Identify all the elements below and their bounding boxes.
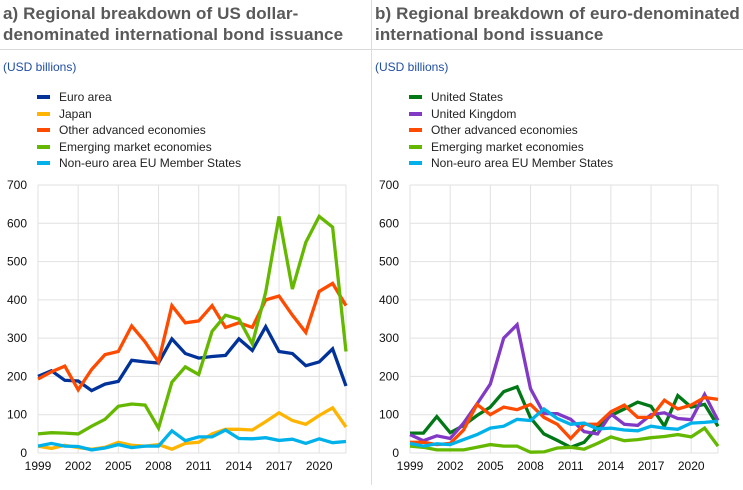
series-line [409,406,719,448]
series-line [37,213,348,436]
x-tick-label: 2020 [306,459,333,473]
legend-swatch [409,161,422,166]
series-line [410,395,719,447]
legend-label: Other advanced economies [59,123,206,138]
y-tick-label: 700 [7,178,27,192]
legend-item: Non-euro area EU Member States [409,155,613,172]
x-tick-label: 2005 [105,459,132,473]
x-tick-label: 2008 [517,459,544,473]
y-tick-label: 300 [7,331,27,345]
x-tick-label: 1999 [25,459,52,473]
legend-swatch [409,128,422,133]
legend-swatch [409,95,422,100]
panel-usd: a) Regional breakdown of US dollar- deno… [0,0,371,490]
legend-swatch [409,144,422,149]
legend-item: Japan [37,106,241,123]
line-chart: 0 100 200 300 400 500 600 700 1999 2002 2005 2008 20… [379,178,720,473]
y-tick-label: 400 [7,293,27,307]
unit-label: (USD billions) [3,60,77,74]
x-tick-label: 2014 [598,459,625,473]
legend-label: Japan [59,106,92,121]
x-tick-label: 2011 [558,459,584,473]
series-line [409,321,720,443]
x-tick-label: 2014 [226,459,253,473]
series-line [37,428,347,452]
x-tick-label: 2011 [186,459,212,473]
chart-title-line: denominated international bond issuance [3,25,344,44]
panel-eur: b) Regional breakdown of euro-denominate… [372,0,743,490]
x-tick-label: 2002 [65,459,92,473]
legend-item: Other advanced economies [37,122,241,139]
legend: Euro area Japan Other advanced economies Em… [37,89,241,172]
panel-divider [371,0,372,485]
legend-swatch [37,144,50,149]
legend-swatch [37,111,50,116]
y-tick-label: 500 [7,255,27,269]
x-tick-label: 2017 [638,459,665,473]
y-tick-label: 100 [379,408,399,422]
legend-label: Emerging market economies [431,139,584,154]
legend-label: United States [431,90,504,105]
legend-label: Non-euro area EU Member States [431,156,614,171]
y-tick-label: 300 [379,331,399,345]
legend-item: United States [409,89,613,106]
legend-item: Euro area [37,89,241,106]
y-tick-label: 200 [7,369,27,383]
legend-item: Emerging market economies [409,139,613,156]
legend-item: United Kingdom [409,106,613,123]
y-tick-label: 400 [379,293,399,307]
y-tick-label: 500 [379,255,399,269]
x-tick-label: 1999 [397,459,424,473]
chart-title-line: b) Regional breakdown of euro-denominate… [375,4,740,23]
x-tick-label: 2005 [477,459,504,473]
line-chart: 0 100 200 300 400 500 600 700 1999 2002 2005 2008 20… [7,178,348,473]
legend-item: Other advanced economies [409,122,613,139]
x-tick-label: 2017 [266,459,293,473]
legend-label: United Kingdom [431,106,517,121]
x-tick-label: 2008 [145,459,172,473]
chart-title-line: a) Regional breakdown of US dollar- [3,4,299,23]
legend: United States United Kingdom Other advance… [409,89,613,172]
y-tick-label: 600 [379,216,399,230]
title-divider [0,49,371,50]
y-tick-label: 0 [20,446,27,460]
y-tick-label: 600 [7,216,27,230]
chart-title: b) Regional breakdown of euro-denominate… [375,3,740,45]
title-divider [372,49,743,50]
x-tick-label: 2020 [678,459,705,473]
y-tick-label: 100 [7,408,27,422]
legend-label: Emerging market economies [59,139,212,154]
series-line [37,281,348,393]
series-line [37,323,348,393]
series-line [409,425,720,454]
y-tick-label: 200 [379,369,399,383]
legend-item: Emerging market economies [37,139,241,156]
y-tick-label: 700 [379,178,399,192]
legend-swatch [37,95,50,100]
legend-item: Non-euro area EU Member States [37,155,241,172]
legend-swatch [37,161,50,166]
unit-label: (USD billions) [375,60,449,74]
legend-label: Other advanced economies [431,123,578,138]
x-tick-label: 2002 [437,459,464,473]
y-tick-label: 0 [392,446,399,460]
chart-title-line: international bond issuance [375,25,604,44]
legend-label: Non-euro area EU Member States [59,156,242,171]
legend-swatch [409,111,422,116]
legend-swatch [37,128,50,133]
chart-title: a) Regional breakdown of US dollar- deno… [3,3,368,45]
legend-label: Euro area [59,90,112,105]
